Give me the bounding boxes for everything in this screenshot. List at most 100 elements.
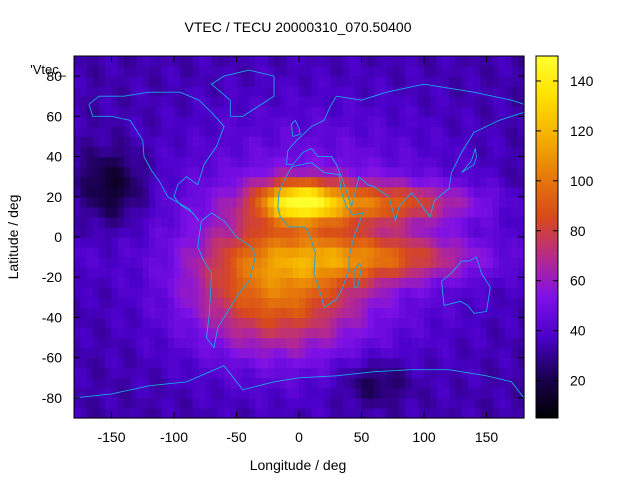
heatmap-cell <box>217 327 225 339</box>
heatmap-cell <box>174 307 181 319</box>
heatmap-cell <box>92 367 100 379</box>
heatmap-cell <box>386 267 394 278</box>
heatmap-cell <box>211 56 219 67</box>
heatmap-cell <box>505 347 513 359</box>
heatmap-cell <box>286 146 294 158</box>
heatmap-cell <box>74 377 81 389</box>
heatmap-cell <box>505 367 513 379</box>
heatmap-cell <box>99 257 106 268</box>
heatmap-cell <box>80 347 88 359</box>
heatmap-cell <box>136 166 144 178</box>
heatmap-cell <box>292 96 300 107</box>
heatmap-cell <box>474 56 481 67</box>
heatmap-cell <box>217 226 225 238</box>
heatmap-cell <box>217 247 225 258</box>
heatmap-cell <box>424 377 431 389</box>
heatmap-cell <box>286 166 294 178</box>
heatmap-cell <box>386 96 394 107</box>
heatmap-cell <box>367 287 375 298</box>
heatmap-cell <box>342 146 350 158</box>
heatmap-cell <box>386 257 394 268</box>
heatmap-cell <box>411 186 419 198</box>
heatmap-cell <box>449 166 456 178</box>
heatmap-cell <box>467 357 475 369</box>
heatmap-cell <box>511 146 519 158</box>
heatmap-cell <box>261 387 269 399</box>
heatmap-cell <box>299 357 306 369</box>
heatmap-cell <box>167 267 175 278</box>
heatmap-cell <box>361 86 369 97</box>
heatmap-cell <box>311 206 319 218</box>
heatmap-cell <box>230 106 238 117</box>
heatmap-cell <box>492 307 500 319</box>
heatmap-cell <box>411 166 419 178</box>
heatmap-cell <box>480 216 488 228</box>
heatmap-cell <box>142 237 150 248</box>
heatmap-cell <box>174 287 181 298</box>
heatmap-cell <box>230 257 238 268</box>
heatmap-cell <box>186 126 194 138</box>
heatmap-cell <box>511 377 519 389</box>
heatmap-cell <box>74 106 81 117</box>
heatmap-cell <box>161 166 169 178</box>
heatmap-cell <box>192 186 200 198</box>
x-tick-label: 100 <box>412 429 436 445</box>
heatmap-cell <box>136 106 144 117</box>
heatmap-cell <box>217 277 225 288</box>
heatmap-cell <box>292 226 300 238</box>
heatmap-cell <box>517 307 525 319</box>
heatmap-cell <box>224 347 231 359</box>
heatmap-cell <box>161 237 169 248</box>
heatmap-cell <box>324 307 331 319</box>
heatmap-cell <box>386 247 394 258</box>
heatmap-cell <box>374 387 381 399</box>
heatmap-cell <box>417 66 425 77</box>
heatmap-cell <box>142 166 150 178</box>
heatmap-cell <box>286 307 294 319</box>
heatmap-cell <box>492 76 500 87</box>
heatmap-cell <box>411 337 419 349</box>
heatmap-cell <box>105 156 113 168</box>
heatmap-cell <box>111 196 119 208</box>
heatmap-cell <box>480 156 488 168</box>
heatmap-cell <box>236 156 244 168</box>
heatmap-cell <box>511 76 519 87</box>
heatmap-cell <box>342 347 350 359</box>
heatmap-cell <box>255 347 263 359</box>
heatmap-cell <box>155 66 163 77</box>
heatmap-cell <box>161 126 169 138</box>
heatmap-cell <box>180 277 188 288</box>
heatmap-cell <box>505 196 513 208</box>
heatmap-cell <box>224 196 231 208</box>
heatmap-cell <box>267 66 275 77</box>
heatmap-cell <box>480 387 488 399</box>
heatmap-cell <box>349 377 356 389</box>
heatmap-cell <box>349 156 356 168</box>
heatmap-cell <box>192 216 200 228</box>
heatmap-cell <box>392 226 400 238</box>
heatmap-cell <box>417 176 425 188</box>
heatmap-cell <box>92 156 100 168</box>
heatmap-cell <box>399 257 406 268</box>
heatmap-cell <box>386 327 394 339</box>
heatmap-cell <box>305 237 313 248</box>
heatmap-cell <box>292 146 300 158</box>
heatmap-cell <box>105 407 113 419</box>
heatmap-cell <box>311 96 319 107</box>
heatmap-cell <box>342 407 350 419</box>
heatmap-cell <box>430 377 438 389</box>
heatmap-cell <box>249 347 256 359</box>
heatmap-cell <box>424 186 431 198</box>
heatmap-cell <box>111 277 119 288</box>
heatmap-cell <box>255 337 263 349</box>
heatmap-cell <box>242 297 250 308</box>
heatmap-cell <box>430 136 438 148</box>
heatmap-cell <box>267 146 275 158</box>
heatmap-cell <box>192 287 200 298</box>
heatmap-cell <box>305 106 313 117</box>
heatmap-cell <box>305 226 313 238</box>
heatmap-cell <box>161 206 169 218</box>
heatmap-cell <box>280 397 288 409</box>
heatmap-cell <box>361 377 369 389</box>
